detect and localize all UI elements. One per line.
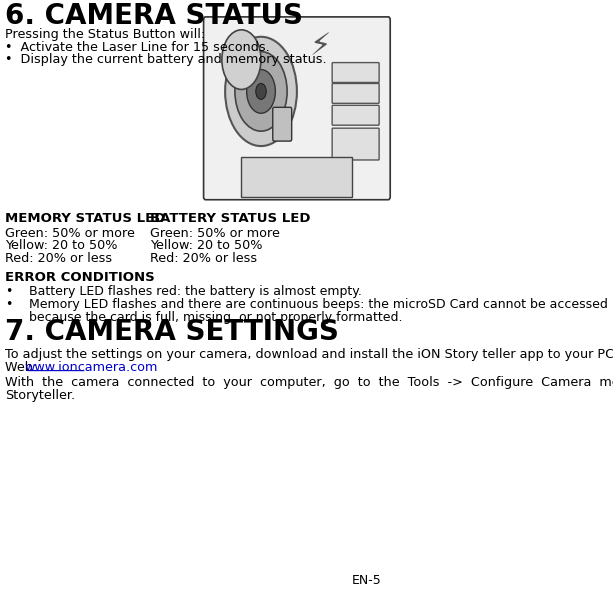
Text: With  the  camera  connected  to  your  computer,  go  to  the  Tools  ->  Confi: With the camera connected to your comput… (6, 376, 613, 389)
FancyBboxPatch shape (273, 107, 292, 141)
Text: 7. CAMERA SETTINGS: 7. CAMERA SETTINGS (6, 318, 339, 346)
Text: •: • (6, 285, 13, 298)
Text: •  Activate the Laser Line for 15 seconds.: • Activate the Laser Line for 15 seconds… (6, 41, 270, 54)
Text: Green: 50% or more: Green: 50% or more (150, 227, 280, 240)
Text: Red: 20% or less: Red: 20% or less (6, 253, 112, 266)
Text: •  Display the current battery and memory status.: • Display the current battery and memory… (6, 53, 327, 65)
FancyBboxPatch shape (332, 106, 379, 125)
Text: 6. CAMERA STATUS: 6. CAMERA STATUS (6, 2, 303, 30)
Circle shape (256, 83, 266, 99)
Circle shape (222, 30, 261, 90)
Text: Yellow: 20 to 50%: Yellow: 20 to 50% (6, 240, 118, 253)
FancyBboxPatch shape (242, 157, 352, 196)
Text: Yellow: 20 to 50%: Yellow: 20 to 50% (150, 240, 262, 253)
Text: because the card is full, missing, or not properly formatted.: because the card is full, missing, or no… (29, 311, 403, 324)
Text: •: • (6, 298, 13, 311)
Circle shape (246, 70, 275, 113)
Text: Storyteller.: Storyteller. (6, 388, 75, 402)
FancyBboxPatch shape (332, 128, 379, 160)
Text: ERROR CONDITIONS: ERROR CONDITIONS (6, 271, 155, 284)
Text: To adjust the settings on your camera, download and install the iON Story teller: To adjust the settings on your camera, d… (6, 348, 613, 360)
Text: Web:: Web: (6, 360, 42, 373)
Text: Memory LED flashes and there are continuous beeps: the microSD Card cannot be ac: Memory LED flashes and there are continu… (29, 298, 608, 311)
Text: BATTERY STATUS LED: BATTERY STATUS LED (150, 212, 311, 225)
Text: Red: 20% or less: Red: 20% or less (150, 253, 257, 266)
FancyBboxPatch shape (204, 17, 390, 200)
Text: Pressing the Status Button will:: Pressing the Status Button will: (6, 28, 205, 41)
Circle shape (225, 37, 297, 146)
Text: MEMORY STATUS LED: MEMORY STATUS LED (6, 212, 166, 225)
Text: EN-5: EN-5 (352, 574, 382, 587)
FancyBboxPatch shape (332, 83, 379, 103)
Text: www.ioncamera.com: www.ioncamera.com (25, 360, 158, 373)
FancyBboxPatch shape (332, 63, 379, 83)
Text: ⚡: ⚡ (310, 32, 331, 61)
Text: Battery LED flashes red: the battery is almost empty.: Battery LED flashes red: the battery is … (29, 285, 362, 298)
Text: Green: 50% or more: Green: 50% or more (6, 227, 135, 240)
Circle shape (235, 52, 287, 131)
